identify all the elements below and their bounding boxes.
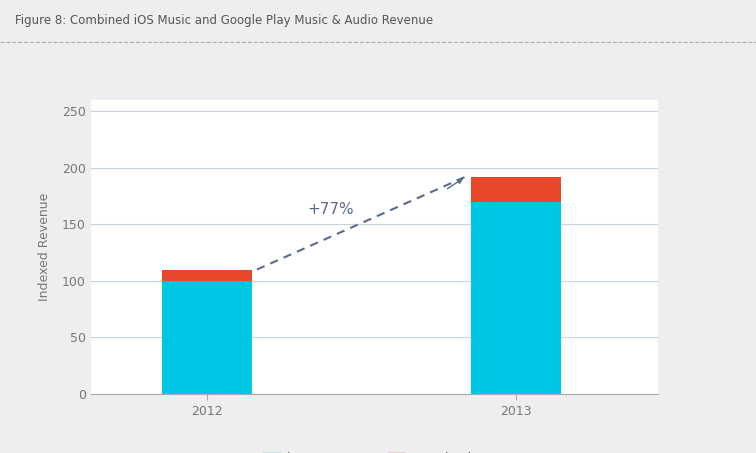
Text: Figure 8: Combined iOS Music and Google Play Music & Audio Revenue: Figure 8: Combined iOS Music and Google … [15,14,433,27]
Legend: iOS App Store, Google Play: iOS App Store, Google Play [257,448,491,453]
Bar [162,270,252,281]
Bar [162,281,252,394]
Bar [471,202,561,394]
Bar [471,177,561,202]
Text: +77%: +77% [307,202,354,217]
Y-axis label: Indexed Revenue: Indexed Revenue [38,193,51,301]
